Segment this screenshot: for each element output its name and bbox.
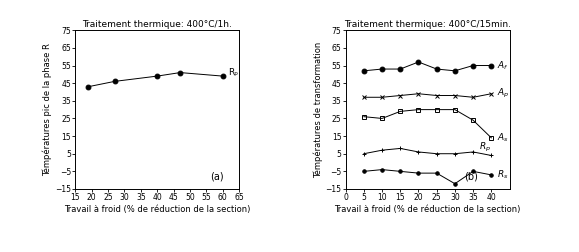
Y-axis label: Témpératures pic de la phase R: Témpératures pic de la phase R: [43, 43, 52, 176]
Text: (b): (b): [464, 171, 478, 181]
Text: $A_s$: $A_s$: [497, 132, 508, 144]
Title: Traitement thermique: 400°C/15min.: Traitement thermique: 400°C/15min.: [344, 20, 511, 29]
Text: $R_s$: $R_s$: [497, 169, 508, 181]
X-axis label: Travail à froid (% de réduction de la section): Travail à froid (% de réduction de la se…: [335, 205, 521, 214]
Text: $R_p$: $R_p$: [479, 141, 490, 154]
Text: (a): (a): [210, 171, 223, 181]
Title: Traitement thermique: 400°C/1h.: Traitement thermique: 400°C/1h.: [82, 20, 232, 29]
Text: Rₚ: Rₚ: [228, 68, 238, 77]
Text: $A_f$: $A_f$: [497, 59, 508, 72]
Text: $A_p$: $A_p$: [497, 87, 509, 100]
Y-axis label: Témpératures de transformation: Témpératures de transformation: [313, 42, 323, 178]
X-axis label: Travail à froid (% de réduction de la section): Travail à froid (% de réduction de la se…: [64, 205, 250, 214]
